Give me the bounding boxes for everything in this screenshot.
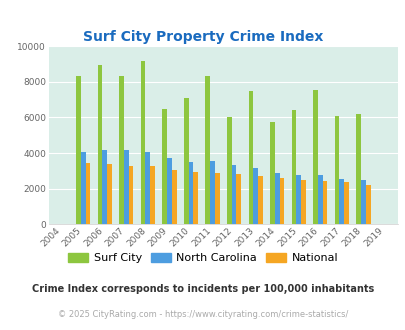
Bar <box>188 162 193 224</box>
Legend: Surf City, North Carolina, National: Surf City, North Carolina, National <box>63 248 342 268</box>
Bar <box>269 122 274 224</box>
Bar <box>119 77 124 224</box>
Bar <box>279 179 283 224</box>
Bar <box>226 117 231 224</box>
Bar <box>365 185 370 224</box>
Bar <box>210 161 214 224</box>
Bar <box>85 163 90 224</box>
Bar <box>102 150 107 224</box>
Bar <box>98 65 102 224</box>
Bar <box>317 176 322 224</box>
Bar <box>128 166 133 224</box>
Bar <box>257 176 262 224</box>
Bar <box>162 109 166 224</box>
Text: © 2025 CityRating.com - https://www.cityrating.com/crime-statistics/: © 2025 CityRating.com - https://www.city… <box>58 311 347 319</box>
Bar <box>360 180 365 224</box>
Bar <box>296 176 301 224</box>
Bar <box>141 61 145 224</box>
Bar <box>205 77 210 224</box>
Bar <box>171 170 176 224</box>
Bar <box>356 114 360 224</box>
Bar <box>81 152 85 224</box>
Bar <box>214 173 219 224</box>
Bar <box>343 182 348 224</box>
Bar <box>193 172 198 224</box>
Bar <box>76 76 81 224</box>
Text: Crime Index corresponds to incidents per 100,000 inhabitants: Crime Index corresponds to incidents per… <box>32 284 373 294</box>
Bar <box>274 173 279 224</box>
Text: Surf City Property Crime Index: Surf City Property Crime Index <box>83 30 322 44</box>
Bar <box>334 116 339 224</box>
Bar <box>236 174 241 224</box>
Bar <box>166 158 171 224</box>
Bar <box>145 152 150 224</box>
Bar <box>231 165 236 224</box>
Bar <box>291 110 296 224</box>
Bar <box>183 98 188 224</box>
Bar <box>124 150 128 224</box>
Bar <box>312 90 317 224</box>
Bar <box>322 181 326 224</box>
Bar <box>248 91 253 224</box>
Bar <box>339 179 343 224</box>
Bar <box>301 180 305 224</box>
Bar <box>150 166 155 224</box>
Bar <box>107 164 112 224</box>
Bar <box>253 168 257 224</box>
